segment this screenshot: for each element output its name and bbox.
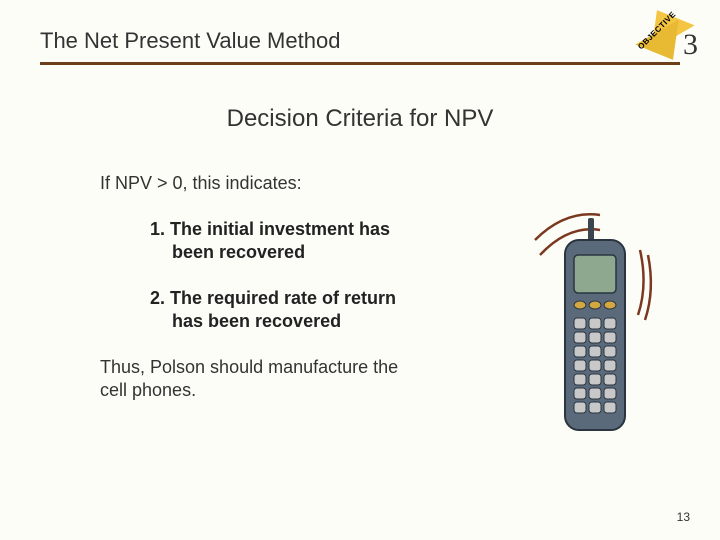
title-underline (40, 62, 680, 65)
cellphone-icon (530, 200, 660, 450)
page-number: 13 (677, 510, 690, 524)
list-item: 1. The initial investment has been recov… (150, 218, 420, 265)
slide-title: The Net Present Value Method (40, 28, 680, 62)
objective-number: 3 (683, 28, 698, 62)
objective-badge: OBJECTIVE 3 (630, 8, 700, 68)
subtitle: Decision Criteria for NPV (60, 105, 660, 133)
intro-text: If NPV > 0, this indicates: (60, 173, 660, 194)
slide-header: The Net Present Value Method OBJECTIVE 3 (0, 0, 720, 65)
list-item: 2. The required rate of return has been … (150, 287, 420, 334)
